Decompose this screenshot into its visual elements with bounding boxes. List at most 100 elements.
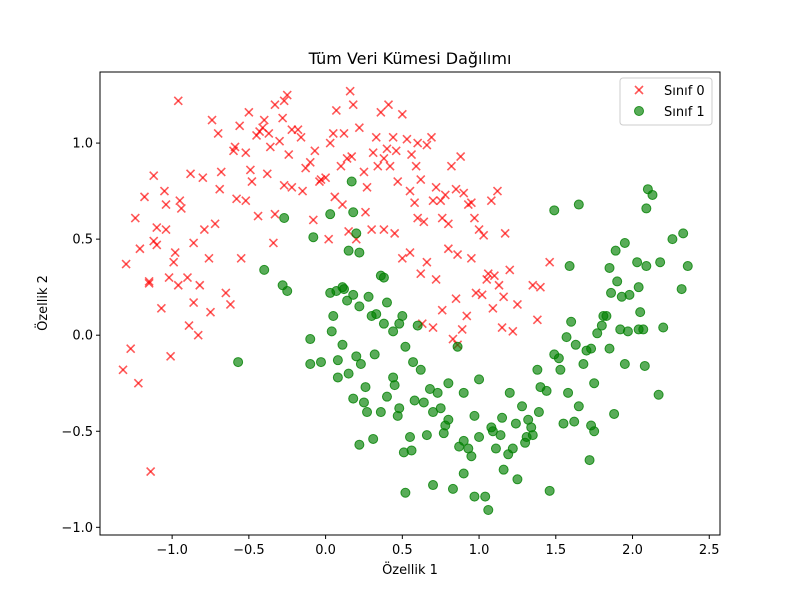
data-point-sinif-0 xyxy=(488,303,498,313)
data-point-sinif-1 xyxy=(412,320,423,331)
data-point-sinif-1 xyxy=(510,418,521,429)
data-point-sinif-1 xyxy=(616,291,627,302)
data-point-sinif-0 xyxy=(189,238,199,248)
legend-label-sinif-1: Sınıf 1 xyxy=(664,105,705,120)
data-point-sinif-0 xyxy=(161,199,171,210)
data-point-sinif-0 xyxy=(170,248,180,258)
data-point-sinif-0 xyxy=(144,278,154,288)
y-tick-label: 0.0 xyxy=(72,329,93,344)
data-point-sinif-0 xyxy=(376,107,386,117)
data-point-sinif-1 xyxy=(578,359,589,370)
data-point-sinif-0 xyxy=(379,224,389,235)
data-point-sinif-0 xyxy=(344,226,354,237)
data-point-sinif-1 xyxy=(503,449,514,460)
data-point-sinif-1 xyxy=(639,360,650,371)
data-point-sinif-0 xyxy=(443,219,453,229)
data-point-sinif-0 xyxy=(204,253,214,263)
data-point-sinif-1 xyxy=(466,451,477,462)
y-tick-label: −0.5 xyxy=(61,425,93,440)
data-point-sinif-0 xyxy=(241,196,251,206)
data-point-sinif-0 xyxy=(330,192,340,202)
data-point-sinif-1 xyxy=(363,291,374,302)
data-point-sinif-1 xyxy=(504,387,515,398)
data-point-sinif-0 xyxy=(278,113,288,123)
data-point-sinif-0 xyxy=(166,351,176,361)
data-point-sinif-1 xyxy=(589,378,600,389)
data-point-sinif-1 xyxy=(563,387,574,398)
data-point-sinif-0 xyxy=(199,224,209,235)
data-point-sinif-0 xyxy=(152,240,162,250)
data-point-sinif-1 xyxy=(368,433,379,444)
data-point-sinif-1 xyxy=(428,480,439,491)
data-point-sinif-0 xyxy=(270,100,280,110)
data-point-sinif-0 xyxy=(405,248,415,258)
data-point-sinif-0 xyxy=(532,315,542,325)
data-point-sinif-0 xyxy=(535,282,546,292)
data-point-sinif-1 xyxy=(483,505,494,516)
data-point-sinif-1 xyxy=(308,232,319,243)
data-point-sinif-0 xyxy=(126,344,136,354)
x-tick-label: 1.0 xyxy=(469,543,490,558)
data-point-sinif-1 xyxy=(375,407,386,418)
data-point-sinif-1 xyxy=(305,334,316,345)
data-point-sinif-0 xyxy=(195,280,205,290)
data-point-sinif-0 xyxy=(279,96,289,106)
data-point-sinif-0 xyxy=(282,90,292,100)
data-point-sinif-1 xyxy=(535,382,546,393)
data-point-sinif-0 xyxy=(391,146,401,156)
data-point-sinif-1 xyxy=(348,289,359,300)
data-point-sinif-0 xyxy=(393,176,403,187)
axes-frame xyxy=(99,71,721,536)
data-point-sinif-0 xyxy=(462,311,472,321)
data-point-sinif-0 xyxy=(182,272,193,283)
legend-marker-sinif-1 xyxy=(634,106,644,116)
data-point-sinif-1 xyxy=(354,301,365,312)
data-point-sinif-0 xyxy=(169,257,179,267)
data-point-sinif-1 xyxy=(346,176,357,187)
data-point-sinif-1 xyxy=(517,401,528,412)
data-point-sinif-1 xyxy=(354,439,365,450)
data-point-sinif-1 xyxy=(619,237,630,248)
data-point-sinif-1 xyxy=(561,332,572,343)
data-point-sinif-1 xyxy=(632,257,643,268)
data-point-sinif-1 xyxy=(394,403,405,414)
data-point-sinif-1 xyxy=(458,435,469,446)
data-point-sinif-1 xyxy=(348,207,359,218)
data-point-sinif-1 xyxy=(469,410,480,421)
data-point-sinif-0 xyxy=(416,175,426,185)
data-point-sinif-1 xyxy=(354,247,365,258)
data-point-sinif-0 xyxy=(232,194,242,204)
data-point-sinif-1 xyxy=(555,364,566,375)
data-point-sinif-0 xyxy=(371,132,381,142)
data-point-sinif-0 xyxy=(144,276,154,286)
data-point-sinif-0 xyxy=(325,138,335,148)
data-point-sinif-0 xyxy=(305,157,315,167)
series-sinif-1 xyxy=(233,176,693,516)
data-point-sinif-0 xyxy=(500,228,510,238)
x-tick-label: 0.5 xyxy=(392,543,413,558)
data-point-sinif-1 xyxy=(678,228,689,239)
data-point-sinif-0 xyxy=(367,224,377,235)
data-point-sinif-0 xyxy=(494,280,504,290)
data-point-sinif-1 xyxy=(326,326,337,337)
data-point-sinif-1 xyxy=(360,382,371,393)
data-point-sinif-1 xyxy=(667,234,678,245)
data-point-sinif-0 xyxy=(354,123,364,133)
x-tick-label: −1.0 xyxy=(156,543,188,558)
data-point-sinif-0 xyxy=(133,378,143,388)
data-point-sinif-0 xyxy=(508,326,518,336)
data-point-sinif-0 xyxy=(130,213,140,223)
data-point-sinif-1 xyxy=(400,487,411,498)
data-point-sinif-0 xyxy=(471,288,481,298)
data-point-sinif-1 xyxy=(520,437,531,448)
data-point-sinif-1 xyxy=(604,262,615,273)
data-point-sinif-0 xyxy=(443,244,453,254)
data-point-sinif-0 xyxy=(298,186,308,196)
data-point-sinif-1 xyxy=(581,345,592,356)
data-point-sinif-0 xyxy=(225,299,236,310)
y-tick-label: −1.0 xyxy=(61,521,93,536)
data-point-sinif-0 xyxy=(413,213,423,223)
data-point-sinif-0 xyxy=(422,140,432,150)
